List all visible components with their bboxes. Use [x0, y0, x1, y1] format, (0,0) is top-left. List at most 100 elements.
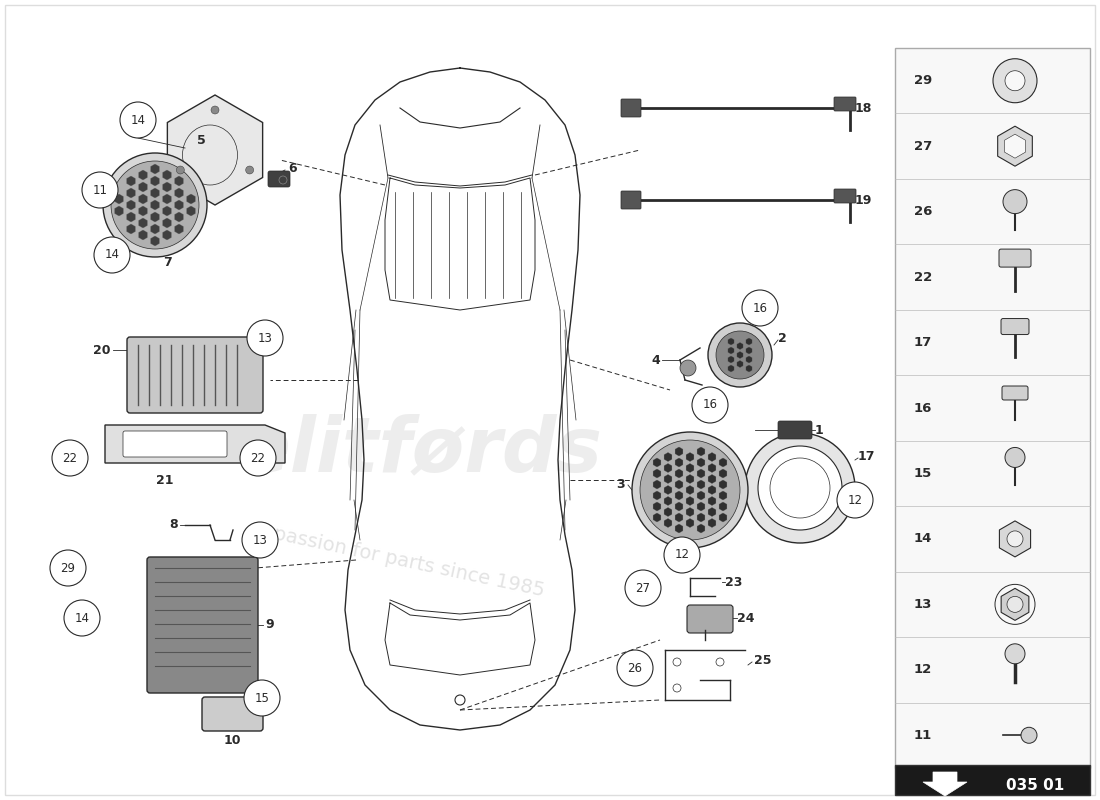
Polygon shape — [163, 206, 172, 216]
Polygon shape — [163, 194, 172, 204]
Polygon shape — [675, 469, 683, 478]
Text: 18: 18 — [855, 102, 872, 114]
Polygon shape — [923, 772, 967, 796]
FancyBboxPatch shape — [1002, 386, 1028, 400]
FancyBboxPatch shape — [1001, 318, 1028, 334]
Polygon shape — [126, 176, 135, 186]
Circle shape — [248, 320, 283, 356]
Text: 4: 4 — [651, 354, 660, 366]
Text: 14: 14 — [914, 533, 932, 546]
Polygon shape — [139, 230, 147, 240]
Text: 3: 3 — [616, 478, 625, 491]
Polygon shape — [167, 95, 263, 205]
FancyBboxPatch shape — [621, 191, 641, 209]
Polygon shape — [653, 502, 661, 511]
Text: 15: 15 — [254, 691, 270, 705]
Text: 21: 21 — [156, 474, 174, 486]
Polygon shape — [708, 453, 716, 462]
Text: 6: 6 — [288, 162, 297, 174]
Polygon shape — [686, 453, 694, 462]
Polygon shape — [175, 188, 184, 198]
Polygon shape — [114, 194, 123, 204]
Polygon shape — [737, 351, 742, 358]
Text: 14: 14 — [131, 114, 145, 126]
Polygon shape — [675, 480, 683, 489]
Text: 26: 26 — [914, 205, 932, 218]
Circle shape — [625, 570, 661, 606]
FancyBboxPatch shape — [895, 765, 1090, 795]
Polygon shape — [697, 447, 705, 456]
Polygon shape — [664, 453, 672, 462]
Polygon shape — [728, 338, 734, 345]
Polygon shape — [139, 206, 147, 216]
FancyBboxPatch shape — [268, 171, 290, 187]
Polygon shape — [675, 491, 683, 500]
Circle shape — [993, 58, 1037, 102]
Polygon shape — [686, 463, 694, 473]
Text: 22: 22 — [63, 451, 77, 465]
Text: 16: 16 — [752, 302, 768, 314]
Circle shape — [245, 166, 254, 174]
FancyBboxPatch shape — [621, 99, 641, 117]
Text: 20: 20 — [92, 343, 110, 357]
Polygon shape — [708, 474, 716, 483]
Polygon shape — [719, 491, 727, 500]
Polygon shape — [126, 188, 135, 198]
Circle shape — [50, 550, 86, 586]
Polygon shape — [675, 447, 683, 456]
Polygon shape — [139, 194, 147, 204]
Polygon shape — [675, 458, 683, 467]
Text: 29: 29 — [60, 562, 76, 574]
Text: 15: 15 — [914, 467, 932, 480]
FancyBboxPatch shape — [778, 421, 812, 439]
Text: 11: 11 — [92, 183, 108, 197]
Polygon shape — [175, 212, 184, 222]
Polygon shape — [664, 486, 672, 494]
Text: 27: 27 — [636, 582, 650, 594]
Polygon shape — [175, 176, 184, 186]
Polygon shape — [746, 365, 752, 372]
Polygon shape — [697, 491, 705, 500]
Polygon shape — [998, 126, 1032, 166]
Polygon shape — [175, 224, 184, 234]
Polygon shape — [653, 480, 661, 489]
Text: 22: 22 — [251, 451, 265, 465]
Polygon shape — [719, 502, 727, 511]
Polygon shape — [126, 200, 135, 210]
FancyBboxPatch shape — [834, 97, 856, 111]
Circle shape — [1005, 447, 1025, 467]
Polygon shape — [686, 497, 694, 506]
Polygon shape — [697, 469, 705, 478]
Text: 13: 13 — [257, 331, 273, 345]
Circle shape — [640, 440, 740, 540]
Polygon shape — [697, 524, 705, 533]
Text: 9: 9 — [265, 618, 274, 631]
Polygon shape — [675, 502, 683, 511]
Circle shape — [244, 680, 280, 716]
Circle shape — [742, 290, 778, 326]
Polygon shape — [653, 513, 661, 522]
Text: 16: 16 — [914, 402, 932, 414]
Circle shape — [94, 237, 130, 273]
Polygon shape — [746, 356, 752, 363]
FancyBboxPatch shape — [123, 431, 227, 457]
Circle shape — [82, 172, 118, 208]
Circle shape — [617, 650, 653, 686]
Text: 27: 27 — [914, 140, 932, 153]
Text: 25: 25 — [754, 654, 771, 666]
Polygon shape — [686, 486, 694, 494]
Polygon shape — [697, 502, 705, 511]
Text: 17: 17 — [914, 336, 932, 349]
Text: 13: 13 — [253, 534, 267, 546]
Circle shape — [120, 102, 156, 138]
Text: 17: 17 — [858, 450, 876, 462]
Polygon shape — [653, 469, 661, 478]
Polygon shape — [664, 507, 672, 517]
Circle shape — [632, 432, 748, 548]
Text: 29: 29 — [914, 74, 932, 87]
Circle shape — [1021, 727, 1037, 743]
Text: 14: 14 — [75, 611, 89, 625]
Circle shape — [103, 153, 207, 257]
FancyBboxPatch shape — [834, 189, 856, 203]
Circle shape — [1005, 644, 1025, 664]
